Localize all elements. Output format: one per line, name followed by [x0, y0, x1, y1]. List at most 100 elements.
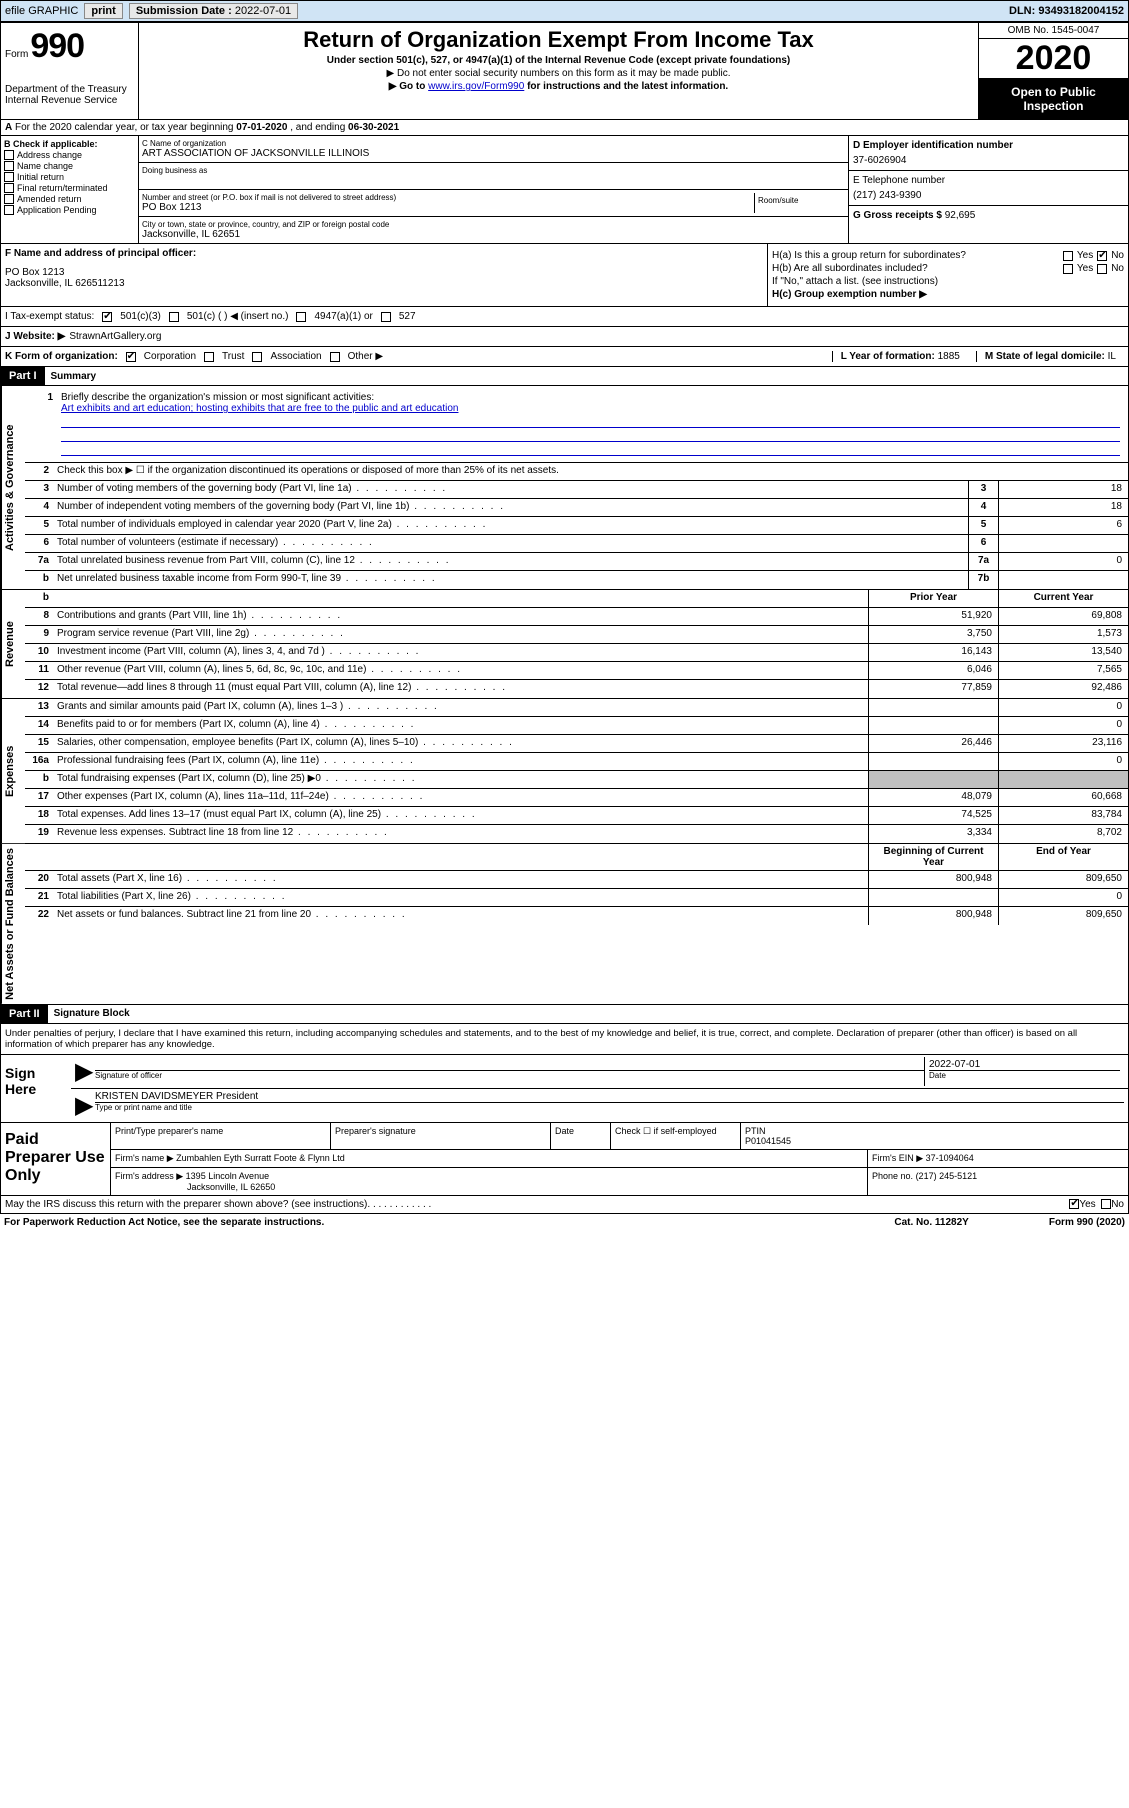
table-row: 4 Number of independent voting members o… — [25, 499, 1128, 517]
cb-other[interactable] — [330, 352, 340, 362]
firm-address-2: Jacksonville, IL 62650 — [187, 1182, 275, 1192]
col-b-checkboxes: B Check if applicable: Address change Na… — [1, 136, 139, 243]
cb-ha-no[interactable] — [1097, 251, 1107, 261]
table-row: 22 Net assets or fund balances. Subtract… — [25, 907, 1128, 925]
efile-label: efile GRAPHIC — [5, 5, 78, 17]
row-j-website: J Website: ▶ StrawnArtGallery.org — [0, 327, 1129, 347]
gross-receipts: 92,695 — [945, 210, 976, 221]
discuss-row: May the IRS discuss this return with the… — [0, 1196, 1129, 1214]
cb-name-change[interactable] — [4, 161, 14, 171]
firm-ein: 37-1094064 — [926, 1153, 974, 1163]
header-center: Return of Organization Exempt From Incom… — [139, 23, 978, 119]
cb-app-pending[interactable] — [4, 205, 14, 215]
table-row: 21 Total liabilities (Part X, line 26) 0 — [25, 889, 1128, 907]
row-k-form-org: K Form of organization: Corporation Trus… — [0, 347, 1129, 367]
sign-here-label: Sign Here — [1, 1055, 71, 1122]
paid-preparer-block: Paid Preparer Use Only Print/Type prepar… — [1, 1122, 1128, 1195]
dln: DLN: 93493182004152 — [1009, 5, 1124, 17]
cb-hb-no[interactable] — [1097, 264, 1107, 274]
col-c-org-info: C Name of organization ART ASSOCIATION O… — [139, 136, 848, 243]
table-row: 18 Total expenses. Add lines 13–17 (must… — [25, 807, 1128, 825]
row-f-h: F Name and address of principal officer:… — [0, 244, 1129, 307]
form-title: Return of Organization Exempt From Incom… — [149, 27, 968, 53]
cb-527[interactable] — [381, 312, 391, 322]
print-button[interactable]: print — [84, 3, 122, 19]
cb-amended[interactable] — [4, 194, 14, 204]
table-row: 3 Number of voting members of the govern… — [25, 481, 1128, 499]
section-net-assets: Net Assets or Fund Balances Beginning of… — [0, 844, 1129, 1005]
cb-final-return[interactable] — [4, 183, 14, 193]
table-row: 10 Investment income (Part VIII, column … — [25, 644, 1128, 662]
city-state-zip: Jacksonville, IL 62651 — [142, 229, 845, 240]
section-governance: Activities & Governance 1 Briefly descri… — [0, 386, 1129, 590]
sign-arrow-icon: ▶ — [75, 1057, 95, 1086]
table-row: 15 Salaries, other compensation, employe… — [25, 735, 1128, 753]
irs-label: Internal Revenue Service — [5, 95, 134, 106]
cat-no: Cat. No. 11282Y — [894, 1217, 968, 1228]
ptin: P01041545 — [745, 1136, 791, 1146]
subtitle-2: ▶ Do not enter social security numbers o… — [149, 68, 968, 79]
cb-trust[interactable] — [204, 352, 214, 362]
ein: 37-6026904 — [853, 155, 1124, 166]
part-2-bar: Part II Signature Block — [0, 1005, 1129, 1024]
form-number: Form 990 — [5, 27, 134, 66]
table-row: 17 Other expenses (Part IX, column (A), … — [25, 789, 1128, 807]
firm-phone: (217) 245-5121 — [916, 1171, 978, 1181]
year-formation: L Year of formation: 1885 — [832, 351, 968, 362]
table-row: 12 Total revenue—add lines 8 through 11 … — [25, 680, 1128, 698]
table-row: b Net unrelated business taxable income … — [25, 571, 1128, 589]
dba — [142, 175, 845, 186]
submission-date: Submission Date : 2022-07-01 — [129, 3, 298, 19]
cb-corp[interactable] — [126, 352, 136, 362]
form-header: Form 990 Department of the Treasury Inte… — [0, 22, 1129, 120]
subtitle-3: ▶ Go to www.irs.gov/Form990 for instruct… — [149, 81, 968, 92]
table-row: 13 Grants and similar amounts paid (Part… — [25, 699, 1128, 717]
vtab-expenses: Expenses — [1, 699, 25, 843]
sig-date: 2022-07-01 — [929, 1059, 1120, 1070]
cb-ha-yes[interactable] — [1063, 251, 1073, 261]
header-right: OMB No. 1545-0047 2020 Open to Public In… — [978, 23, 1128, 119]
cb-4947[interactable] — [296, 312, 306, 322]
cb-discuss-no[interactable] — [1101, 1199, 1111, 1209]
header-left: Form 990 Department of the Treasury Inte… — [1, 23, 139, 119]
table-row: 11 Other revenue (Part VIII, column (A),… — [25, 662, 1128, 680]
cb-initial-return[interactable] — [4, 172, 14, 182]
street-address: PO Box 1213 — [142, 202, 754, 213]
firm-address-1: 1395 Lincoln Avenue — [186, 1171, 269, 1181]
col-de: D Employer identification number 37-6026… — [848, 136, 1128, 243]
table-row: 6 Total number of volunteers (estimate i… — [25, 535, 1128, 553]
efile-topbar: efile GRAPHIC print Submission Date : 20… — [0, 0, 1129, 22]
state-domicile: M State of legal domicile: IL — [976, 351, 1124, 362]
vtab-revenue: Revenue — [1, 590, 25, 698]
table-row: 8 Contributions and grants (Part VIII, l… — [25, 608, 1128, 626]
row-a-tax-year: A For the 2020 calendar year, or tax yea… — [0, 120, 1129, 136]
cb-assoc[interactable] — [252, 352, 262, 362]
col-f-officer: F Name and address of principal officer:… — [1, 244, 768, 306]
section-expenses: Expenses 13 Grants and similar amounts p… — [0, 699, 1129, 844]
table-row: 5 Total number of individuals employed i… — [25, 517, 1128, 535]
open-public-badge: Open to Public Inspection — [979, 79, 1128, 119]
dept-treasury: Department of the Treasury — [5, 84, 134, 95]
tax-year: 2020 — [979, 39, 1128, 79]
cb-501c3[interactable] — [102, 312, 112, 322]
table-row: 9 Program service revenue (Part VIII, li… — [25, 626, 1128, 644]
cb-discuss-yes[interactable] — [1069, 1199, 1079, 1209]
vtab-governance: Activities & Governance — [1, 386, 25, 589]
row-i-tax-exempt: I Tax-exempt status: 501(c)(3) 501(c) ( … — [0, 307, 1129, 327]
identity-grid: B Check if applicable: Address change Na… — [0, 136, 1129, 244]
col-h-group: H(a) Is this a group return for subordin… — [768, 244, 1128, 306]
vtab-net-assets: Net Assets or Fund Balances — [1, 844, 25, 1004]
form-footer: Form 990 (2020) — [1049, 1217, 1125, 1228]
part-1-bar: Part I Summary — [0, 367, 1129, 386]
table-row: 20 Total assets (Part X, line 16) 800,94… — [25, 871, 1128, 889]
cb-hb-yes[interactable] — [1063, 264, 1073, 274]
table-row: 14 Benefits paid to or for members (Part… — [25, 717, 1128, 735]
officer-name: KRISTEN DAVIDSMEYER President — [95, 1091, 1124, 1102]
sig-disclaimer: Under penalties of perjury, I declare th… — [1, 1024, 1128, 1054]
phone: (217) 243-9390 — [853, 190, 1124, 201]
footer: For Paperwork Reduction Act Notice, see … — [0, 1214, 1129, 1231]
cb-501c[interactable] — [169, 312, 179, 322]
org-name: ART ASSOCIATION OF JACKSONVILLE ILLINOIS — [142, 148, 845, 159]
irs-link[interactable]: www.irs.gov/Form990 — [428, 81, 524, 92]
cb-address-change[interactable] — [4, 150, 14, 160]
